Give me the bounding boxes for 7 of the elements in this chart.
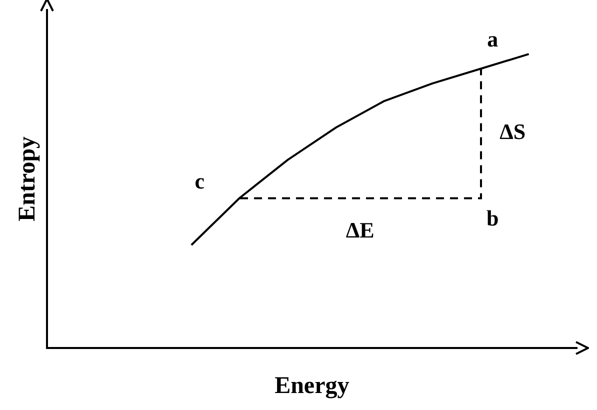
x-axis-title: Energy [274,372,350,399]
annotation: ΔS [500,119,526,144]
text: a [487,26,498,52]
annotation: b [486,206,499,231]
y-axis-title: Entropy [14,136,41,222]
annotation: c [194,168,205,194]
annotation: ΔE [346,218,374,243]
